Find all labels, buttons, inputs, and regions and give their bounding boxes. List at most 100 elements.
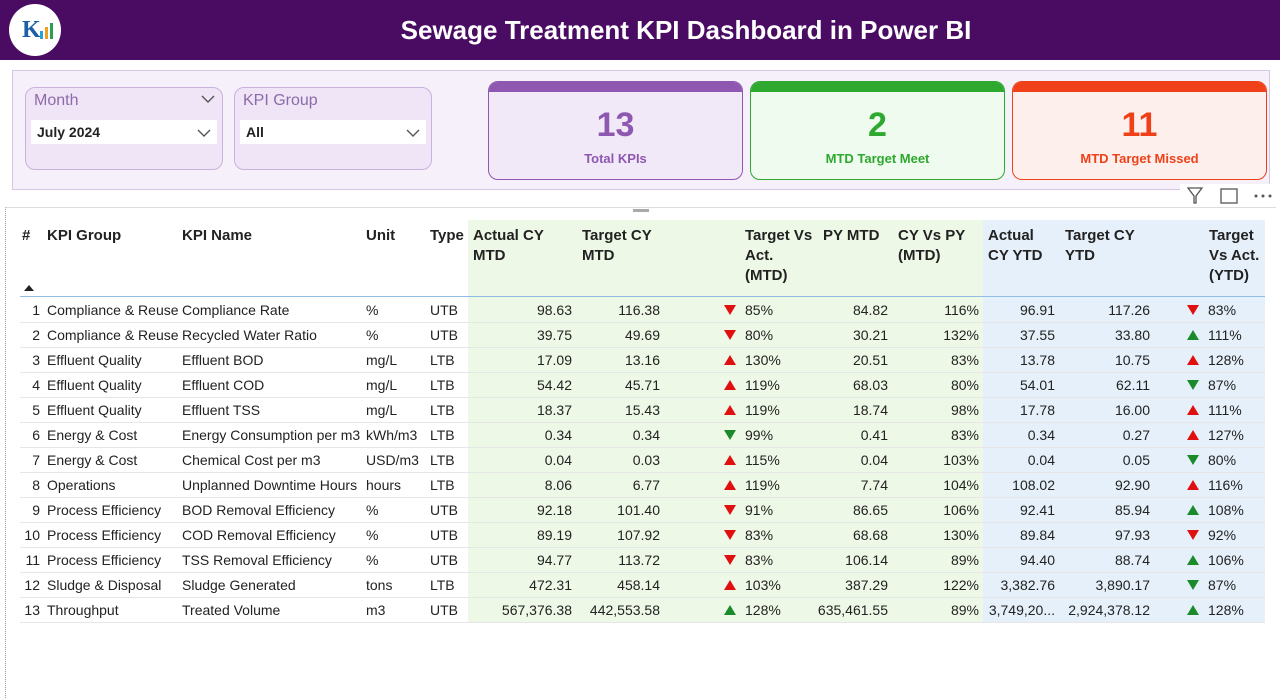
table-cell: 2,924,378.12	[1068, 602, 1150, 618]
column-header[interactable]: Type	[430, 227, 464, 244]
trend-arrow	[724, 580, 736, 590]
table-cell: 94.40	[1019, 552, 1055, 568]
table-cell: 111%	[1208, 327, 1242, 343]
slicer[interactable]: KPI Group All	[234, 87, 432, 170]
table-cell: 86.65	[852, 502, 888, 518]
table-cell: 18.74	[852, 402, 888, 418]
table-cell: 103%	[745, 577, 781, 593]
table-cell: COD Removal Efficiency	[182, 527, 336, 543]
column-header[interactable]: Target Vs Act. (YTD)	[1209, 227, 1260, 284]
table-cell: LTB	[430, 427, 455, 443]
row-divider	[20, 372, 1265, 373]
table-cell: 442,553.58	[589, 602, 660, 618]
table-cell: 98%	[950, 402, 979, 418]
column-header[interactable]: KPI Group	[47, 227, 122, 244]
table-cell: 84.82	[852, 302, 888, 318]
slicer[interactable]: Month July 2024	[25, 87, 223, 170]
logo: K	[9, 4, 61, 56]
slicer-label: KPI Group	[243, 92, 318, 109]
trend-arrow	[1187, 380, 1199, 390]
table-cell: tons	[366, 577, 393, 593]
slicer-dropdown[interactable]: All	[240, 120, 426, 144]
table-cell: 130%	[745, 352, 781, 368]
table-cell: 20.51	[852, 352, 888, 368]
table-cell: %	[366, 552, 379, 568]
focus-icon[interactable]	[1220, 188, 1238, 204]
column-header[interactable]: CY Vs PY (MTD)	[898, 227, 965, 264]
row-divider	[20, 622, 1265, 623]
trend-arrow	[724, 480, 736, 490]
table-cell: Operations	[47, 477, 116, 493]
table-cell: 117.26	[1108, 302, 1150, 318]
sort-indicator	[24, 285, 34, 291]
table-cell: 80%	[950, 377, 979, 393]
slicer-dropdown[interactable]: July 2024	[31, 120, 217, 144]
column-header[interactable]: Unit	[366, 227, 396, 244]
column-header[interactable]: PY MTD	[823, 227, 880, 244]
table-cell: 2	[32, 327, 40, 343]
table-cell: 567,376.38	[501, 602, 572, 618]
column-header[interactable]: Target Vs Act. (MTD)	[745, 227, 813, 284]
column-header[interactable]: Target CY YTD	[1065, 227, 1135, 264]
trend-arrow	[1187, 505, 1199, 515]
table-cell: 98.63	[536, 302, 572, 318]
column-header[interactable]: KPI Name	[182, 227, 253, 244]
table-cell: 92.90	[1114, 477, 1150, 493]
table-cell: Effluent BOD	[182, 352, 264, 368]
table-cell: 92%	[1208, 527, 1237, 543]
table-cell: 89%	[950, 602, 979, 618]
table-cell: 0.05	[1122, 452, 1150, 468]
table-cell: 6	[32, 427, 40, 443]
table-cell: Compliance Rate	[182, 302, 290, 318]
column-header[interactable]: Actual CY MTD	[473, 227, 544, 264]
trend-arrow	[724, 355, 736, 365]
table-cell: mg/L	[366, 377, 398, 393]
table-cell: 115%	[745, 452, 780, 468]
trend-arrow	[1187, 555, 1199, 565]
trend-arrow	[724, 330, 736, 340]
dropdown-arrow[interactable]	[197, 128, 211, 138]
table-cell: 0.04	[860, 452, 888, 468]
trend-arrow	[1187, 355, 1199, 365]
column-header[interactable]: Target CY MTD	[582, 227, 652, 264]
table-cell: Process Efficiency	[47, 552, 162, 568]
table-cell: 8.06	[544, 477, 572, 493]
kpi-card: 11 MTD Target Missed	[1012, 81, 1267, 180]
table-cell: 10	[24, 527, 40, 543]
table-visual	[5, 207, 1276, 698]
trend-arrow	[724, 455, 736, 465]
table-cell: 111%	[1208, 402, 1242, 418]
table-cell: Energy Consumption per m3	[182, 427, 361, 443]
table-cell: 127%	[1208, 427, 1244, 443]
column-header[interactable]: Actual CY YTD	[988, 227, 1043, 264]
row-divider	[20, 472, 1265, 473]
table-cell: 0.41	[860, 427, 888, 443]
table-cell: USD/m3	[366, 452, 419, 468]
slicer-collapse[interactable]	[201, 94, 215, 104]
table-cell: 85.94	[1114, 502, 1150, 518]
trend-arrow	[1187, 580, 1199, 590]
filter-icon[interactable]	[1186, 187, 1204, 204]
trend-arrow	[1187, 430, 1199, 440]
trend-arrow	[724, 405, 736, 415]
table-cell: 0.04	[1027, 452, 1055, 468]
table-cell: 7.74	[860, 477, 888, 493]
table-cell: LTB	[430, 577, 455, 593]
header-bar	[0, 0, 1280, 60]
column-header[interactable]: #	[22, 227, 31, 244]
table-cell: 106%	[1208, 552, 1244, 568]
table-cell: 472.31	[529, 577, 572, 593]
more-options[interactable]	[1254, 194, 1272, 198]
dropdown-arrow[interactable]	[406, 128, 420, 138]
table-cell: 0.04	[544, 452, 572, 468]
table-cell: 387.29	[845, 577, 888, 593]
trend-arrow	[1187, 530, 1199, 540]
trend-arrow	[1187, 455, 1199, 465]
table-cell: 116%	[1208, 477, 1243, 493]
table-cell: Effluent Quality	[47, 377, 142, 393]
table-cell: 11	[25, 552, 40, 568]
table-cell: 12	[24, 577, 40, 593]
card-value: 2	[868, 106, 887, 144]
table-cell: 18.37	[536, 402, 572, 418]
table-cell: 83%	[745, 552, 774, 568]
